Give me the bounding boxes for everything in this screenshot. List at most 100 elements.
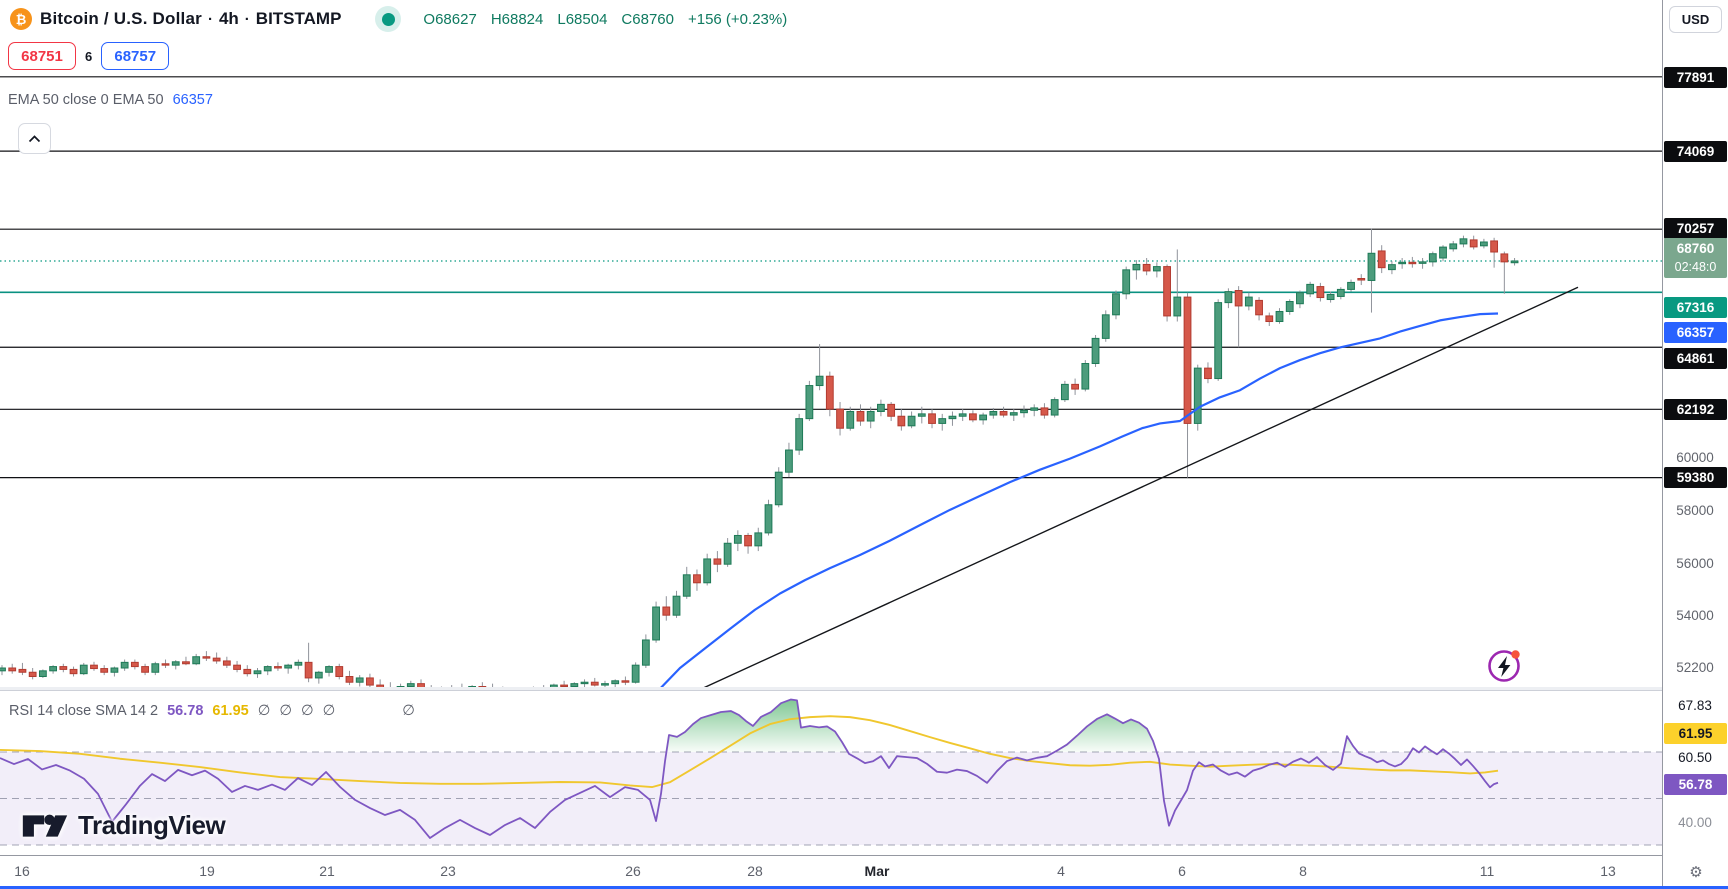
- interval-label[interactable]: 4h: [218, 9, 239, 28]
- candle: [1009, 412, 1018, 416]
- symbol-header: ₿ Bitcoin / U.S. Dollar · 4h · BITSTAMP …: [10, 6, 787, 32]
- price-line-label: 70257: [1664, 217, 1727, 239]
- time-label: 11: [1479, 863, 1495, 879]
- candle: [1173, 296, 1182, 317]
- candle: [1408, 261, 1417, 265]
- axis-settings-gear-icon[interactable]: ⚙: [1689, 864, 1703, 881]
- lightning-icon: [1488, 650, 1520, 682]
- high-value: H68824: [490, 10, 544, 28]
- candle: [917, 413, 926, 417]
- rsi-legend[interactable]: RSI 14 close SMA 14 2 56.78 61.95 ∅ ∅ ∅ …: [9, 703, 415, 719]
- buy-button[interactable]: 68757: [101, 42, 170, 70]
- currency-button[interactable]: USD: [1669, 6, 1722, 33]
- candle: [1152, 266, 1161, 272]
- rsi-value: 56.78: [167, 703, 204, 719]
- candle: [1275, 310, 1284, 323]
- rsi-legend-label: RSI 14 close SMA 14 2: [9, 703, 159, 719]
- order-widget: 68751 6 68757: [8, 42, 170, 70]
- main-chart-pane[interactable]: [0, 0, 1662, 690]
- candle: [805, 385, 814, 420]
- candle: [1060, 383, 1069, 401]
- rsi-tick: 40.00: [1678, 815, 1712, 830]
- candle: [1112, 293, 1120, 316]
- candle: [161, 663, 170, 666]
- rsi-sma-axis-label: 61.95: [1664, 722, 1727, 744]
- candle: [120, 661, 129, 669]
- price-axis[interactable]: USD ⚙ 60000 58000 56000 54000 52200 77891 7406…: [1662, 0, 1728, 889]
- candle: [795, 418, 804, 451]
- ema-legend-value: 66357: [172, 92, 213, 108]
- bottom-accent-bar: [0, 886, 1728, 889]
- candle: [49, 666, 58, 672]
- candle: [1163, 266, 1171, 317]
- candle: [631, 664, 640, 683]
- candle: [764, 504, 773, 534]
- candle: [570, 683, 579, 688]
- candle: [866, 410, 875, 422]
- candle: [682, 574, 691, 597]
- candle: [1418, 261, 1427, 264]
- candle: [1490, 240, 1499, 253]
- symbol-title[interactable]: Bitcoin / U.S. Dollar: [40, 9, 202, 28]
- candle: [18, 668, 27, 673]
- candle: [825, 375, 834, 410]
- candle: [100, 668, 109, 673]
- rsi-sma-line: [0, 715, 1499, 789]
- candle: [1122, 269, 1131, 295]
- candle: [284, 664, 293, 669]
- chevron-up-icon: [28, 134, 41, 142]
- candle: [621, 680, 630, 683]
- candle: [754, 532, 763, 547]
- price-line-label: 74069: [1664, 140, 1727, 162]
- candle: [560, 684, 569, 688]
- time-label: 6: [1178, 863, 1186, 879]
- candle: [202, 656, 211, 659]
- rsi-overbought-fill: [666, 699, 848, 752]
- pane-separator[interactable]: [0, 687, 1662, 691]
- collapse-legend-button[interactable]: [18, 123, 51, 154]
- rsi-sma-value: 61.95: [212, 703, 249, 719]
- candle: [325, 666, 333, 673]
- candle: [1183, 296, 1192, 424]
- exchange-label[interactable]: BITSTAMP: [255, 9, 342, 28]
- ema-legend-label: EMA 50 close 0 EMA 50: [8, 92, 164, 108]
- close-value: C68760: [621, 10, 674, 28]
- candle: [999, 410, 1008, 416]
- candle: [1030, 407, 1039, 411]
- candle: [1214, 302, 1223, 380]
- flash-boost-button[interactable]: [1486, 646, 1524, 684]
- spread-value: 6: [85, 48, 93, 64]
- rsi-line: [0, 698, 1499, 839]
- bitcoin-icon: ₿: [10, 8, 32, 30]
- sell-button[interactable]: 68751: [8, 42, 76, 70]
- candle: [79, 664, 88, 675]
- candle: [1357, 278, 1366, 281]
- candle: [1336, 288, 1345, 297]
- time-label: 28: [747, 863, 763, 879]
- ema-legend[interactable]: EMA 50 close 0 EMA 50 66357: [8, 92, 213, 108]
- candle: [856, 410, 865, 422]
- candle: [1091, 337, 1100, 365]
- candle: [345, 676, 354, 683]
- ema-line: [657, 312, 1499, 690]
- candle: [130, 661, 139, 668]
- candle: [744, 534, 752, 547]
- candle: [1306, 283, 1315, 295]
- candle: [672, 595, 681, 616]
- candles-group: [0, 228, 1519, 690]
- time-label: 16: [14, 863, 30, 879]
- rsi-pane[interactable]: [0, 691, 1662, 855]
- candle: [590, 681, 599, 686]
- time-label: 21: [319, 863, 335, 879]
- market-status-icon[interactable]: [375, 6, 402, 32]
- support-price-label: 67316: [1664, 296, 1727, 318]
- candle: [314, 671, 323, 679]
- candle: [182, 661, 190, 665]
- candle: [1469, 239, 1478, 248]
- candle: [979, 414, 988, 421]
- tradingview-logo[interactable]: TradingView: [22, 810, 226, 841]
- candle: [785, 449, 793, 473]
- time-axis[interactable]: 16 19 21 23 26 28 Mar 4 6 8 11 13: [0, 855, 1728, 887]
- time-label: 8: [1299, 863, 1307, 879]
